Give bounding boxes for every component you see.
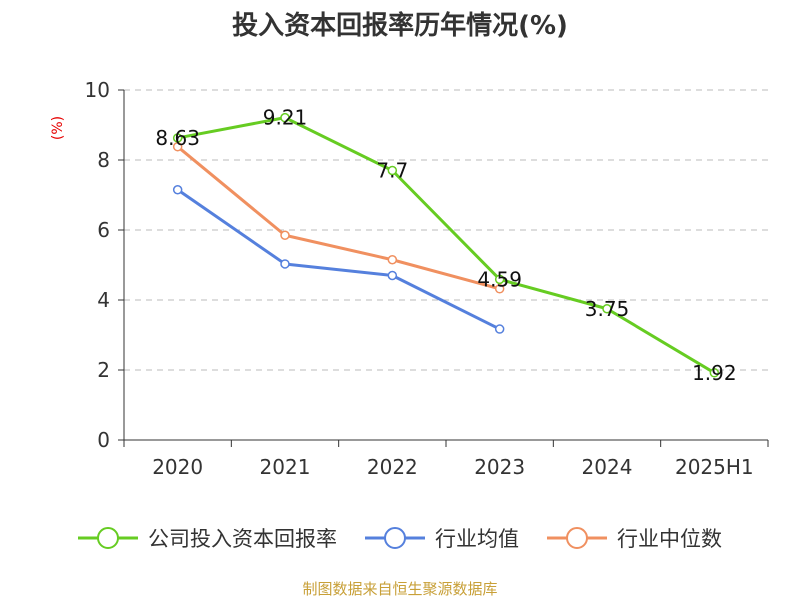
x-tick-label: 2025H1 (675, 455, 754, 479)
data-point[interactable] (387, 165, 398, 176)
series-line (176, 145, 501, 291)
data-point[interactable] (709, 368, 720, 378)
legend-label: 行业中位数 (617, 527, 722, 551)
y-tick-label: 8 (97, 148, 110, 172)
data-point[interactable] (280, 230, 290, 240)
x-tick-label: 2022 (367, 455, 418, 479)
legend-label: 公司投入资本回报率 (148, 527, 337, 551)
y-tick-label: 10 (85, 78, 110, 102)
y-tick-label: 6 (97, 218, 110, 242)
series-line (176, 188, 501, 331)
axes: 0 2 4 6 8 10 2020 2021 2022 2023 2024 2025H1 (85, 78, 769, 479)
data-point[interactable] (172, 185, 183, 195)
data-point[interactable] (494, 284, 505, 294)
chart-title: 投入资本回报率历年情况(%) (232, 10, 568, 41)
y-tick-label: 0 (97, 428, 110, 452)
data-label: 4.59 (477, 267, 522, 291)
data-label: 7.7 (376, 159, 408, 183)
source-note: 制图数据来自恒生聚源数据库 (302, 580, 497, 598)
legend-item[interactable]: 行业均值 (365, 527, 519, 551)
legend-marker (97, 527, 119, 549)
y-tick-label: 4 (97, 288, 110, 312)
data-point[interactable] (280, 259, 290, 269)
data-label: 9.21 (263, 106, 308, 130)
data-point[interactable] (602, 304, 612, 314)
x-tick-label: 2023 (474, 455, 525, 479)
legend-marker (384, 527, 406, 549)
y-axis-unit: (%) (50, 116, 66, 140)
data-label: 3.75 (585, 297, 630, 321)
x-tick-label: 2024 (582, 455, 633, 479)
series-layer: 8.63 9.21 7.7 4.59 3.75 1.92 (155, 106, 736, 385)
data-label: 1.92 (692, 361, 737, 385)
data-point[interactable] (494, 324, 505, 334)
data-point[interactable] (494, 274, 505, 285)
legend-item[interactable]: 行业中位数 (547, 527, 722, 551)
series-line (177, 116, 716, 375)
y-tick-label: 2 (97, 358, 110, 382)
legend-marker (566, 527, 588, 549)
data-point[interactable] (280, 112, 290, 123)
data-point[interactable] (387, 270, 398, 281)
data-label: 8.63 (155, 126, 200, 150)
data-point[interactable] (172, 133, 183, 143)
gridlines (124, 89, 768, 371)
legend-label: 行业均值 (435, 527, 519, 551)
x-tick-label: 2021 (260, 455, 311, 479)
legend[interactable]: 公司投入资本回报率 行业均值 行业中位数 (78, 527, 722, 551)
x-tick-label: 2020 (152, 455, 203, 479)
data-point[interactable] (387, 255, 398, 265)
legend-item[interactable]: 公司投入资本回报率 (78, 527, 337, 551)
